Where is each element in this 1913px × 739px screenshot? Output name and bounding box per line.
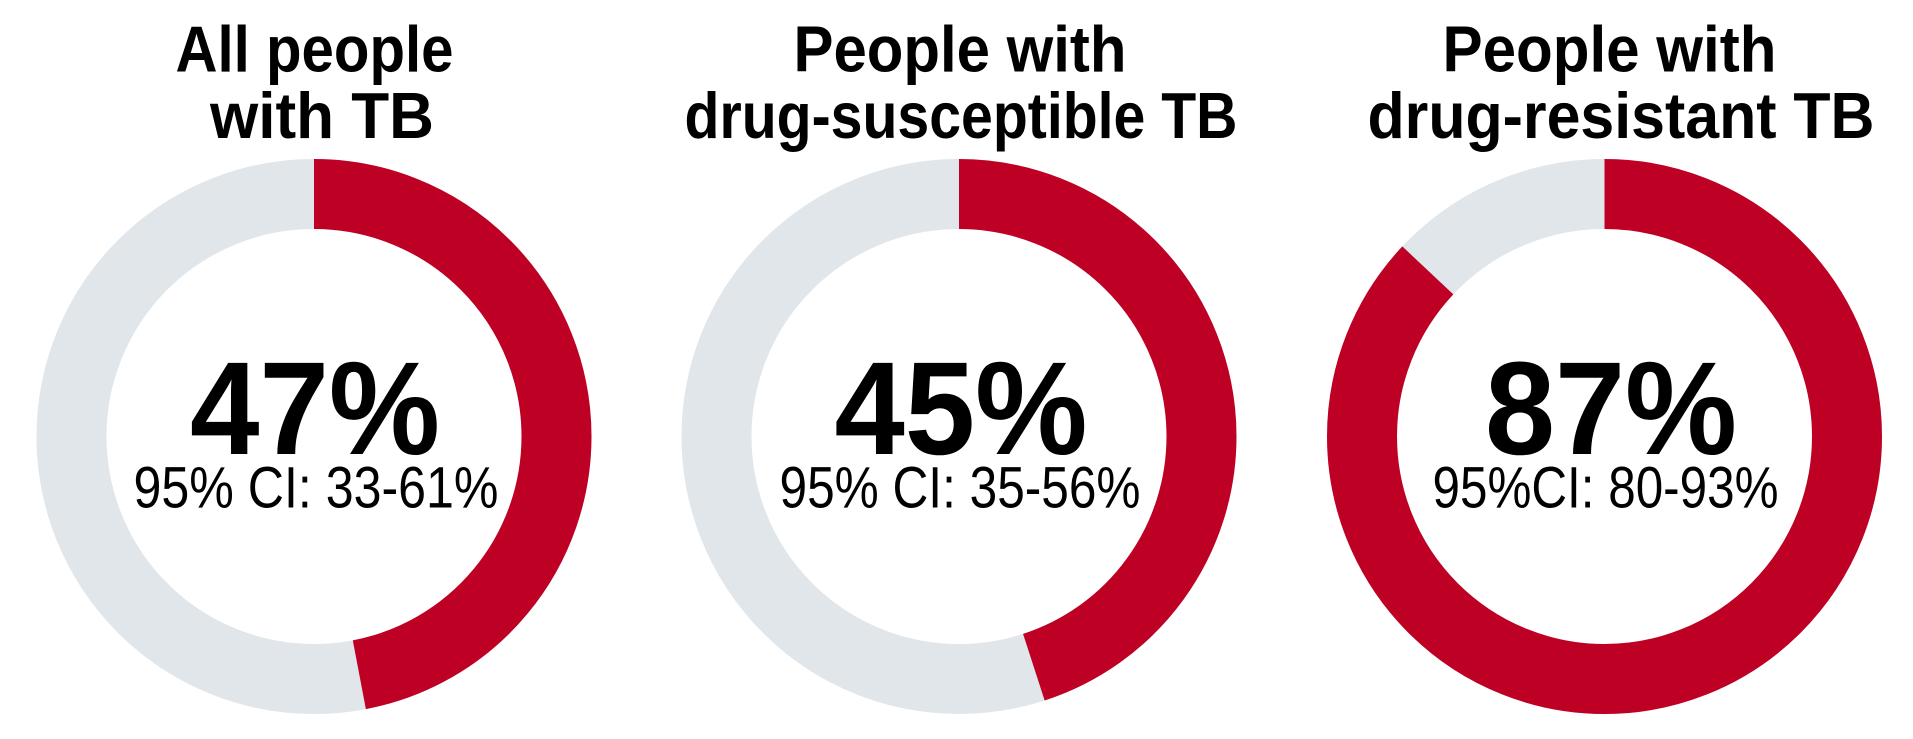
svg-text:drug-resistant TB: drug-resistant TB [1368,79,1875,152]
svg-text:95% CI: 35-56%: 95% CI: 35-56% [780,456,1141,521]
svg-text:95%CI: 80-93%: 95%CI: 80-93% [1433,456,1779,521]
svg-text:People with: People with [794,13,1127,86]
svg-text:45%: 45% [835,335,1088,483]
svg-text:All people: All people [176,13,454,86]
svg-text:87%: 87% [1485,335,1737,483]
svg-text:95% CI: 33-61%: 95% CI: 33-61% [134,456,499,521]
svg-text:People with: People with [1443,13,1777,86]
svg-text:47%: 47% [190,335,440,483]
svg-text:drug-susceptible TB: drug-susceptible TB [685,79,1238,152]
svg-text:with TB: with TB [209,79,434,152]
